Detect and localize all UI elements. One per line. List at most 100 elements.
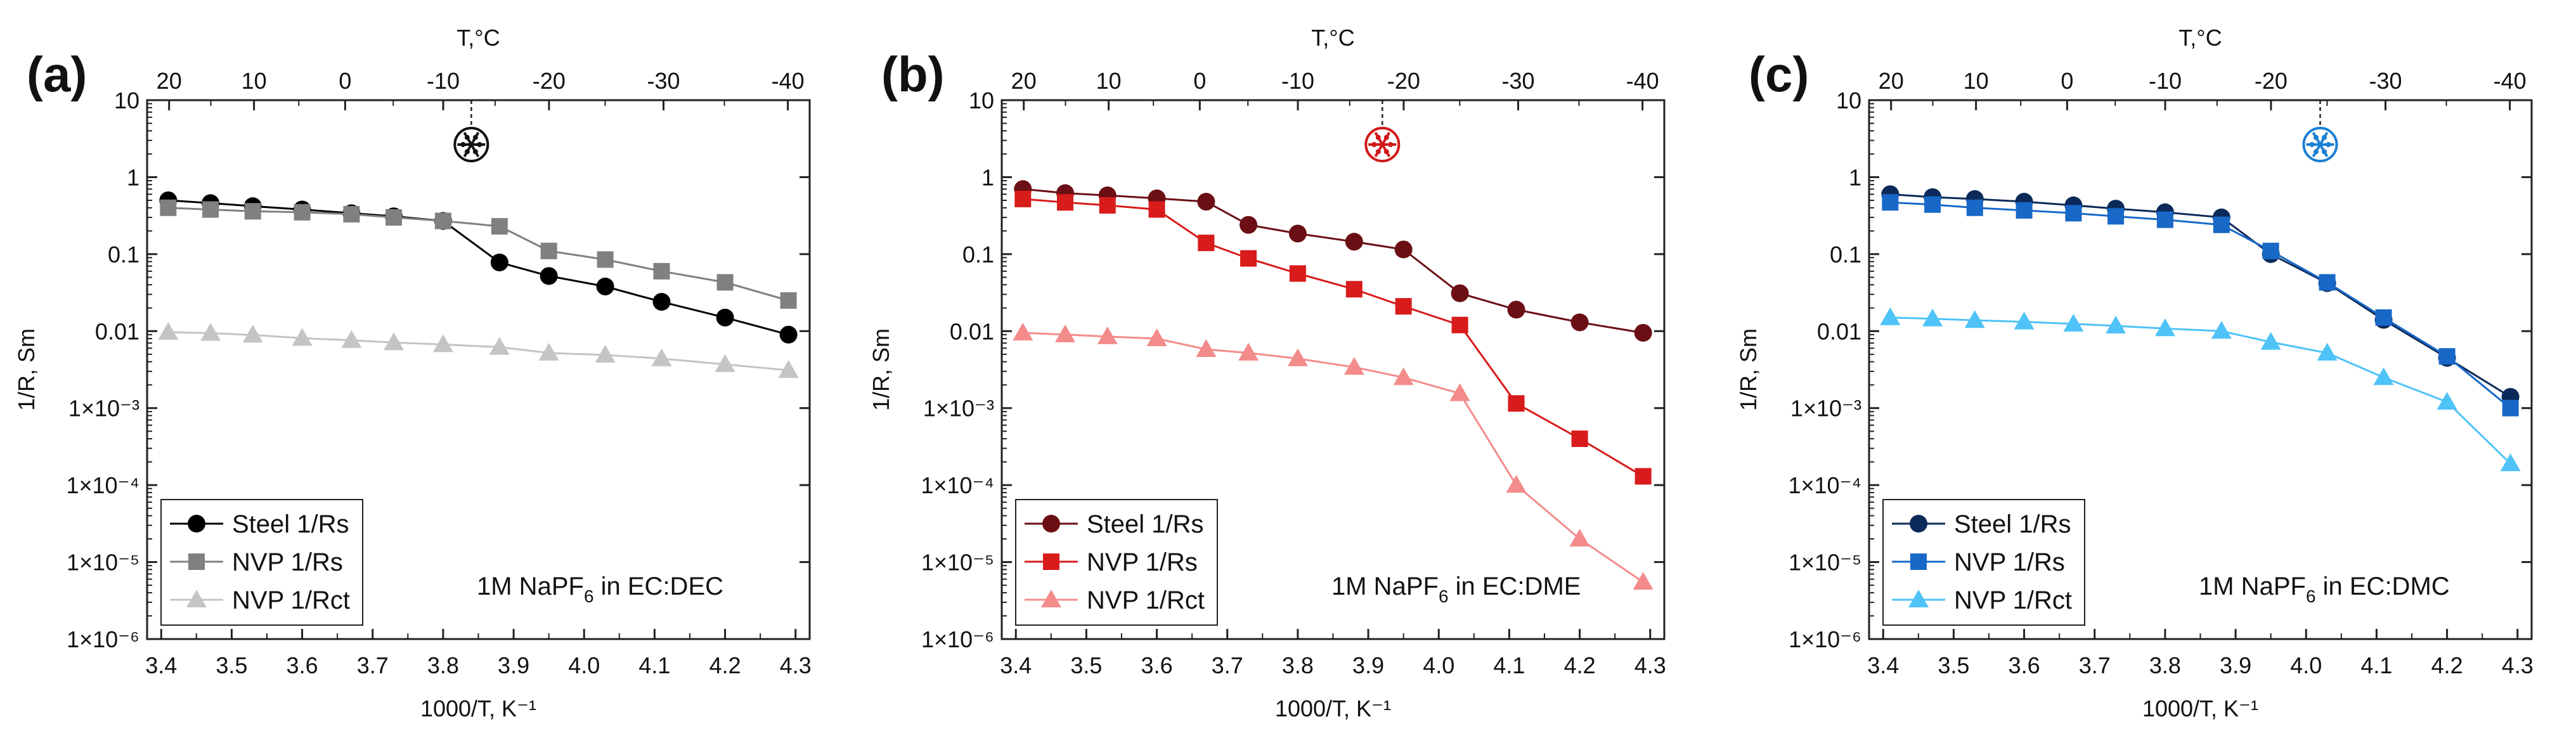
electrolyte-label: 1M NaPF6 in EC:DEC (477, 572, 723, 606)
x-tick-label: 3.5 (216, 652, 247, 678)
series-square (1014, 190, 1652, 485)
snowflake-dot (477, 142, 482, 147)
snowflake-icon (1364, 100, 1401, 162)
data-point (2437, 392, 2457, 410)
electrolyte-prefix: 1M NaPF (477, 572, 584, 600)
data-point (1922, 308, 1943, 327)
data-point (1013, 322, 1033, 340)
y-tick-label: 1×10⁻³ (1790, 396, 1861, 422)
data-point (1880, 307, 1901, 325)
top-tick-label: 10 (1096, 68, 1122, 94)
data-point (1634, 323, 1652, 342)
top-axis-title: T,°C (1311, 25, 1354, 51)
top-tick-label: 0 (339, 68, 351, 94)
legend-label: Steel 1/Rs (232, 510, 349, 538)
legend-label: Steel 1/Rs (1954, 510, 2071, 538)
x-tick-label: 3.5 (1938, 652, 1969, 678)
snowflake-dot (2309, 142, 2315, 147)
legend-marker (1910, 515, 1927, 533)
top-axis-title: T,°C (2178, 25, 2222, 51)
y-tick-label: 1 (127, 164, 139, 190)
electrolyte-suffix: in EC:DEC (594, 572, 724, 600)
top-tick-label: -30 (2369, 68, 2402, 94)
data-point (2438, 348, 2456, 365)
snowflake-dot (1371, 142, 1377, 147)
data-point (1198, 235, 1215, 252)
x-tick-label: 4.1 (2360, 652, 2392, 678)
electrolyte-subscript: 6 (2306, 586, 2316, 606)
data-point (1507, 301, 1525, 319)
top-tick-label: 20 (157, 68, 182, 94)
data-point (2375, 309, 2392, 326)
legend: Steel 1/Rs NVP 1/Rs NVP 1/Rct (1015, 499, 1218, 626)
y-tick-label: 0.1 (1830, 242, 1861, 268)
top-tick-label: -20 (533, 68, 566, 94)
data-point (1014, 190, 1032, 207)
snowflake-dot (2321, 134, 2327, 140)
data-point (1394, 240, 1413, 259)
data-point (1146, 328, 1167, 347)
panel-letter: (c) (1749, 46, 1809, 102)
snowflake-dot (472, 149, 478, 155)
x-tick-label: 3.6 (1141, 652, 1173, 678)
y-tick-label: 10 (1836, 87, 1861, 113)
snowflake-icon (2302, 100, 2338, 162)
data-point (1393, 367, 1414, 385)
panel-a: (a) 10 1 0.1 0.01 1×10⁻³ 1×10⁻⁴ 1×10⁻⁵ 1×10⁻⁶3.4… (13, 25, 812, 721)
y-tick-label: 1×10⁻⁶ (921, 626, 994, 652)
x-tick-label: 4.1 (1493, 652, 1525, 678)
data-point (1196, 339, 1217, 358)
x-tick-label: 3.6 (287, 652, 318, 678)
x-tick-label: 4.3 (1634, 652, 1666, 678)
x-tick-label: 3.8 (1282, 652, 1314, 678)
x-tick-label: 3.7 (1212, 652, 1243, 678)
data-point (490, 253, 508, 271)
data-point (200, 323, 221, 341)
x-tick-label: 4.2 (1564, 652, 1596, 678)
y-tick-label: 0.01 (950, 318, 994, 344)
data-point (1238, 342, 1259, 361)
data-point (491, 217, 508, 235)
data-point (1288, 224, 1307, 243)
data-point (160, 199, 177, 216)
data-point (1240, 250, 1257, 267)
data-point (715, 354, 735, 372)
data-point (434, 212, 451, 230)
legend-marker (1041, 590, 1061, 607)
data-point (1924, 196, 1941, 213)
data-point (597, 251, 614, 268)
data-point (1148, 201, 1165, 218)
y-tick-label: 1×10⁻⁵ (67, 550, 139, 576)
legend-label: NVP 1/Rs (1087, 548, 1198, 576)
x-tick-label: 3.5 (1070, 652, 1102, 678)
data-point (2373, 367, 2394, 385)
legend-label: NVP 1/Rs (1954, 548, 2065, 576)
snowflake-dot (464, 149, 470, 155)
y-tick-label: 1 (1849, 164, 1861, 190)
series-line (1023, 188, 1643, 334)
top-tick-label: -40 (2494, 68, 2527, 94)
snowflake-icon (453, 100, 489, 162)
legend-label: Steel 1/Rs (1087, 510, 1204, 538)
legend-label: NVP 1/Rct (1087, 586, 1205, 614)
data-point (1239, 216, 1258, 234)
data-point (652, 293, 671, 311)
y-tick-label: 1×10⁻⁶ (67, 626, 139, 652)
y-tick-label: 1×10⁻³ (923, 396, 994, 422)
x-axis-title: 1000/T, K⁻¹ (2142, 695, 2258, 721)
data-point (653, 262, 670, 280)
data-point (432, 334, 453, 352)
data-point (1345, 281, 1362, 298)
x-tick-label: 3.4 (1867, 652, 1899, 678)
snowflake-dot (2313, 134, 2319, 140)
y-tick-label: 10 (114, 87, 139, 113)
y-axis-title: 1/R, Sm (1735, 328, 1761, 411)
series-line (168, 207, 789, 302)
electrolyte-label: 1M NaPF6 in EC:DMC (2199, 572, 2450, 606)
top-tick-label: -30 (647, 68, 680, 94)
legend-marker (186, 590, 207, 607)
data-point (1097, 326, 1118, 344)
data-point (778, 360, 799, 378)
data-point (1966, 199, 1983, 216)
x-tick-label: 3.9 (1352, 652, 1384, 678)
